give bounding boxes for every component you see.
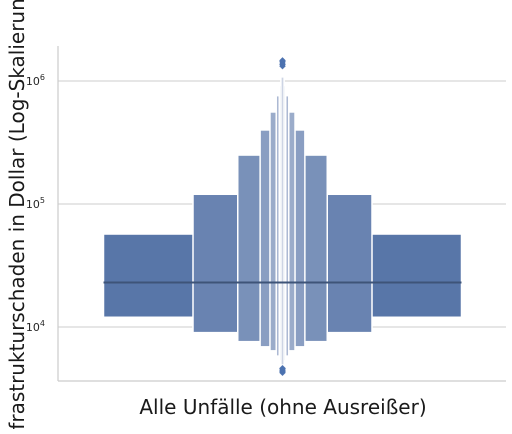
letter-value-box	[280, 76, 285, 366]
x-axis-title: Alle Unfälle (ohne Ausreißer)	[139, 395, 426, 419]
letter-value-boxes	[102, 76, 463, 366]
outlier-point	[279, 57, 286, 64]
y-tick-labels: 104 105 106	[26, 73, 45, 334]
y-tick-label: 105	[26, 196, 45, 211]
y-tick-label: 106	[26, 73, 45, 88]
y-tick-label: 104	[26, 319, 45, 334]
outlier-point	[279, 364, 286, 372]
axes	[57, 46, 506, 382]
outlier-points	[279, 57, 286, 377]
y-axis-title: Infrastrukturschaden in Dollar (Log-Skal…	[5, 0, 29, 429]
